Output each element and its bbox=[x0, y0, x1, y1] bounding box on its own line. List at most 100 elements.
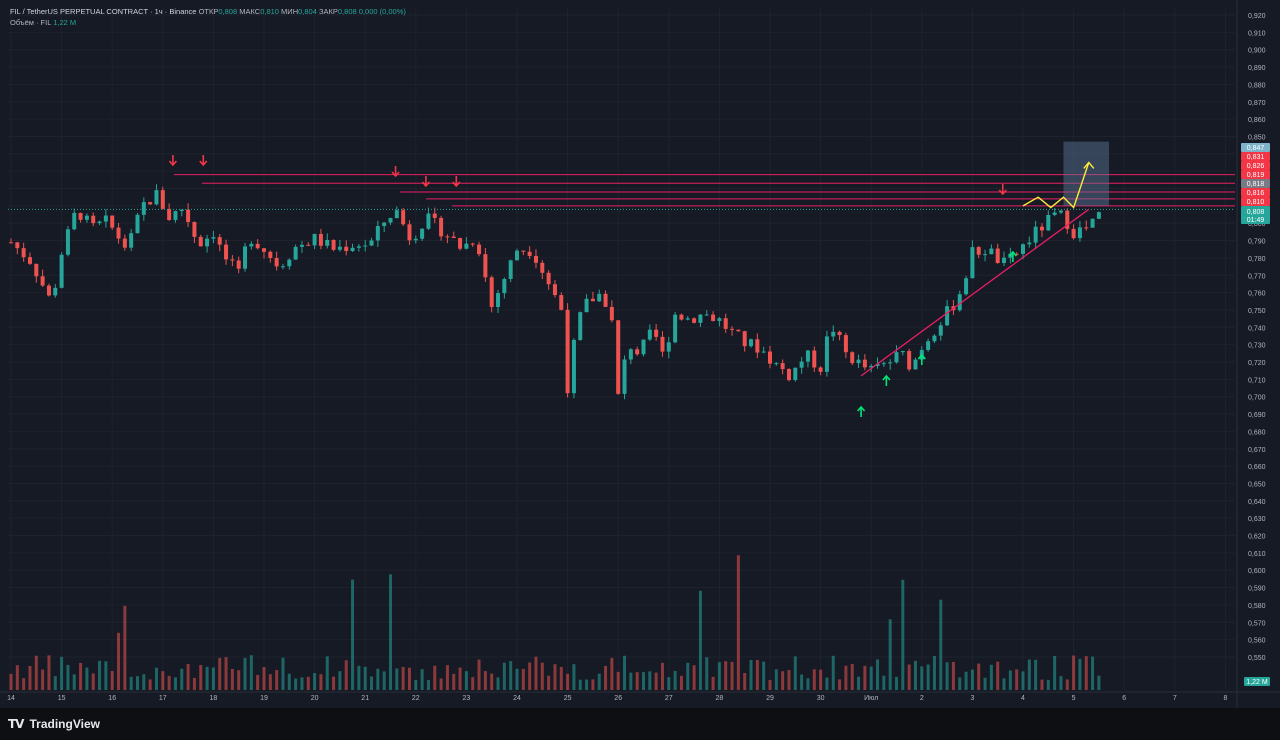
volume-legend-label[interactable]: Объём · FIL bbox=[10, 18, 52, 27]
chart-pane[interactable]: 0,920 0,910 0,900 0,890 0,880 0,870 0,860 0,850… bbox=[0, 0, 1280, 708]
candle-body bbox=[635, 349, 640, 355]
volume-bar bbox=[768, 679, 772, 690]
candle-body bbox=[34, 263, 39, 277]
volume-bar bbox=[616, 671, 620, 690]
volume-bar bbox=[433, 665, 437, 690]
candle-body bbox=[122, 238, 127, 248]
candle-body bbox=[280, 266, 285, 268]
volume-badge bbox=[1244, 677, 1270, 686]
volume-bar bbox=[540, 662, 544, 690]
volume-bar bbox=[142, 674, 146, 690]
volume-bar bbox=[34, 655, 38, 690]
candle-body bbox=[1065, 210, 1070, 229]
volume-legend-value: 1,22 M bbox=[53, 18, 77, 27]
volume-bar bbox=[1021, 671, 1025, 690]
volume-bar bbox=[420, 669, 424, 690]
volume-bar bbox=[319, 674, 323, 690]
chart-grid bbox=[0, 0, 1280, 708]
volume-bar bbox=[1002, 678, 1006, 690]
projection-arrowhead bbox=[1083, 161, 1095, 169]
candle-body bbox=[1096, 212, 1101, 219]
price-tick-label: 0,860 bbox=[1248, 117, 1266, 124]
volume-bar bbox=[15, 665, 19, 690]
volume-bar bbox=[724, 661, 728, 690]
ohlc-label-3: ЗАКР bbox=[316, 7, 338, 16]
time-axis: 14 15 16 17 18 19 20 21 22 23 24 25 26 27 28 29 30 Июл 2 3 4… bbox=[7, 695, 1227, 702]
candle-body bbox=[780, 363, 785, 370]
time-tick-label: 5 bbox=[1072, 695, 1076, 702]
price-badge-label: 0,819 bbox=[1247, 172, 1265, 179]
candle-body bbox=[375, 226, 380, 241]
candle-body bbox=[755, 339, 760, 353]
volume-bar bbox=[857, 676, 861, 690]
volume-bar bbox=[91, 673, 95, 690]
volume-bar bbox=[395, 668, 399, 690]
time-tick-label: 18 bbox=[210, 695, 218, 702]
time-tick-label: 16 bbox=[108, 695, 116, 702]
tradingview-brand[interactable]: TV TradingView bbox=[8, 717, 100, 731]
volume-bar bbox=[819, 669, 823, 690]
candle-body bbox=[21, 248, 26, 258]
price-badge bbox=[1241, 152, 1270, 161]
volume-bar bbox=[275, 670, 279, 690]
candle-body bbox=[1002, 257, 1007, 263]
ohlc-value-2: 0,804 bbox=[298, 7, 317, 16]
candle-body bbox=[673, 314, 678, 343]
volume-bar bbox=[458, 667, 462, 690]
volume-bar bbox=[382, 671, 386, 690]
volume-bar bbox=[528, 662, 532, 690]
chart-canvas[interactable]: 0,920 0,910 0,900 0,890 0,880 0,870 0,860 0,850… bbox=[0, 0, 1280, 708]
volume-bar bbox=[831, 655, 835, 690]
down-arrow-icon-head bbox=[452, 181, 461, 188]
price-badge-label: 0,810 bbox=[1247, 199, 1265, 206]
candle-body bbox=[881, 363, 886, 365]
price-tick-label: 0,870 bbox=[1248, 100, 1266, 107]
up-arrow-icon-head bbox=[856, 405, 866, 412]
price-tick-label: 0,690 bbox=[1248, 412, 1266, 419]
price-badge-label: 0,831 bbox=[1247, 154, 1265, 161]
volume-bar bbox=[578, 679, 582, 690]
candle-body bbox=[401, 210, 406, 225]
candle-body bbox=[268, 251, 273, 258]
volume-bar bbox=[389, 574, 392, 690]
volume-bar bbox=[901, 579, 905, 690]
candle-body bbox=[907, 351, 912, 370]
volume-bar bbox=[79, 662, 83, 690]
candle-body bbox=[167, 208, 172, 220]
candle-body bbox=[103, 215, 108, 222]
up-arrow-icon-head bbox=[1008, 250, 1017, 257]
volume-bar bbox=[452, 673, 456, 690]
candle-body bbox=[679, 314, 684, 320]
volume-bar bbox=[136, 676, 139, 690]
volume-bar bbox=[313, 673, 317, 690]
price-tick-label: 0,610 bbox=[1248, 551, 1266, 558]
candle-body bbox=[262, 248, 266, 252]
candle-body bbox=[647, 329, 652, 340]
volume-bar bbox=[376, 668, 380, 690]
volume-bar bbox=[800, 674, 804, 690]
candle-body bbox=[198, 236, 203, 247]
footer-bar: TV TradingView bbox=[0, 708, 1280, 740]
price-badge bbox=[1241, 179, 1270, 188]
candle-body bbox=[1058, 210, 1063, 213]
volume-bar bbox=[863, 665, 867, 690]
candle-body bbox=[382, 222, 387, 227]
volume-bar bbox=[344, 660, 348, 690]
volume-bar bbox=[793, 656, 797, 690]
volume-bar bbox=[591, 679, 595, 690]
volume-bar bbox=[104, 661, 108, 690]
candle-body bbox=[413, 238, 418, 241]
volume-bar bbox=[218, 657, 222, 690]
candle-body bbox=[1090, 218, 1095, 228]
volume-bar bbox=[939, 599, 943, 690]
candle-body bbox=[1071, 228, 1076, 239]
volume-bar bbox=[509, 661, 513, 690]
volume-bar bbox=[812, 669, 816, 690]
volume-bar bbox=[534, 656, 538, 690]
candle-body bbox=[628, 349, 633, 360]
down-arrow-icon bbox=[998, 184, 1007, 196]
symbol-title[interactable]: FIL / TetherUS PERPETUAL CONTRACT · 1ч ·… bbox=[10, 7, 197, 16]
volume-bar bbox=[53, 676, 57, 690]
volume-bar bbox=[363, 666, 367, 690]
candle-body bbox=[622, 359, 627, 394]
